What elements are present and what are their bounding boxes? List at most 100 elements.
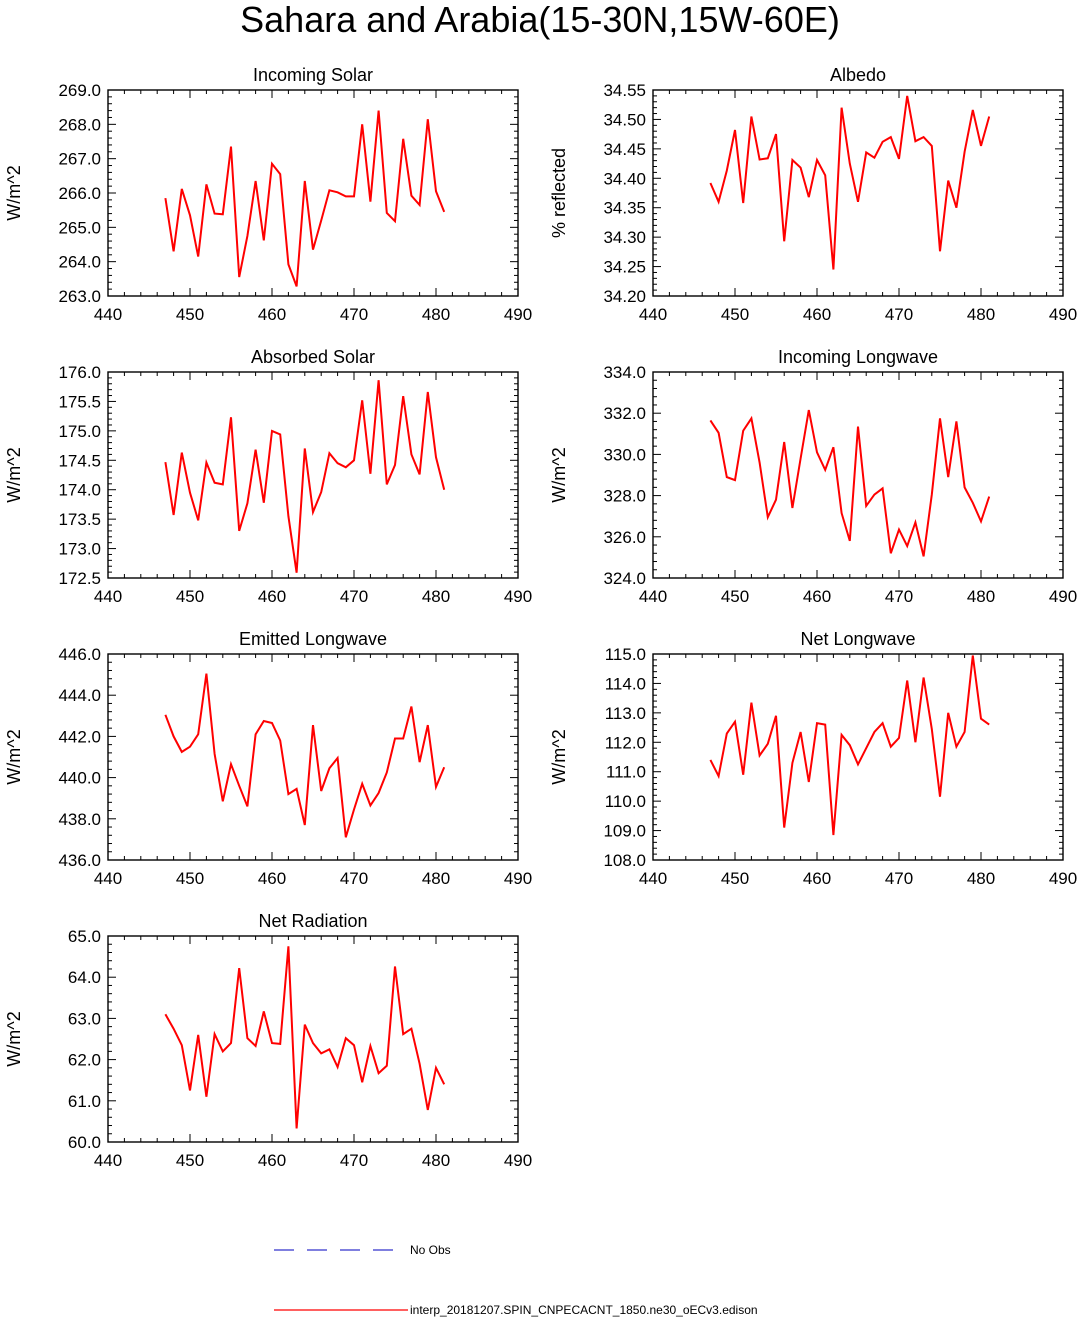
y-tick-label: 330.0 <box>603 445 646 464</box>
plot-frame <box>107 935 519 1143</box>
panel-title: Net Radiation <box>258 911 367 931</box>
y-tick-label: 110.0 <box>605 792 646 811</box>
y-axis-label: W/m^2 <box>4 1011 24 1066</box>
y-axis-label: W/m^2 <box>549 729 569 784</box>
x-tick-label: 470 <box>340 869 368 888</box>
x-tick-label: 470 <box>885 587 913 606</box>
y-tick-label: 34.25 <box>603 258 646 277</box>
series-line <box>709 655 990 836</box>
x-tick-label: 440 <box>639 869 667 888</box>
x-tick-label: 470 <box>885 305 913 324</box>
y-tick-label: 324.0 <box>603 569 646 588</box>
legend-obs-line <box>274 1249 406 1251</box>
y-tick-label: 334.0 <box>603 363 646 382</box>
panel-6: 440 450 460 470 480 490 60.0 61.0 62.0 63.0 64.0 65… <box>4 911 532 1170</box>
y-tick-label: 267.0 <box>58 150 101 169</box>
x-tick-label: 450 <box>721 869 749 888</box>
series-line <box>709 95 991 270</box>
x-tick-label: 460 <box>803 305 831 324</box>
x-tick-label: 450 <box>176 305 204 324</box>
y-tick-label: 265.0 <box>58 218 101 237</box>
y-tick-label: 332.0 <box>603 404 646 423</box>
y-tick-label: 173.5 <box>58 510 101 529</box>
x-tick-label: 450 <box>721 587 749 606</box>
y-tick-label: 34.45 <box>603 140 646 159</box>
y-tick-label: 34.40 <box>603 169 646 188</box>
x-tick-label: 470 <box>885 869 913 888</box>
y-tick-label: 111.0 <box>606 763 646 782</box>
y-tick-label: 115.0 <box>605 645 646 664</box>
plot-frame <box>652 371 1064 579</box>
x-tick-label: 490 <box>504 1151 532 1170</box>
y-tick-label: 173.0 <box>58 540 101 559</box>
x-tick-label: 490 <box>1049 305 1077 324</box>
panel-1: 440 450 460 470 480 490 34.20 34.25 34.30 34.35 34… <box>549 65 1077 324</box>
y-axis-label: % reflected <box>549 148 569 238</box>
x-tick-label: 490 <box>504 587 532 606</box>
plot-frame <box>107 371 519 579</box>
y-tick-label: 263.0 <box>58 287 101 306</box>
x-tick-label: 460 <box>258 305 286 324</box>
x-tick-label: 440 <box>639 305 667 324</box>
plot-frame <box>107 89 519 297</box>
x-tick-label: 440 <box>94 305 122 324</box>
y-tick-label: 175.5 <box>58 392 101 411</box>
y-tick-label: 326.0 <box>603 528 646 547</box>
legend-model-label: interp_20181207.SPIN_CNPECACNT_1850.ne30… <box>410 1303 758 1317</box>
panel-3: 440 450 460 470 480 490 324.0 326.0 328.0 330.0 33… <box>549 347 1077 606</box>
y-tick-label: 328.0 <box>603 487 646 506</box>
y-tick-label: 264.0 <box>58 253 101 272</box>
x-tick-label: 450 <box>721 305 749 324</box>
y-tick-label: 442.0 <box>58 727 101 746</box>
y-tick-label: 268.0 <box>58 115 101 134</box>
y-tick-label: 174.0 <box>58 481 101 500</box>
x-tick-label: 480 <box>422 869 450 888</box>
x-tick-label: 440 <box>94 869 122 888</box>
y-tick-label: 108.0 <box>603 851 646 870</box>
panel-title: Albedo <box>830 65 886 85</box>
y-axis-label: W/m^2 <box>549 447 569 502</box>
y-tick-label: 266.0 <box>58 184 101 203</box>
x-tick-label: 450 <box>176 869 204 888</box>
x-tick-label: 460 <box>803 587 831 606</box>
y-axis-label: W/m^2 <box>4 447 24 502</box>
x-tick-label: 440 <box>94 1151 122 1170</box>
y-tick-label: 65.0 <box>68 927 101 946</box>
x-tick-label: 470 <box>340 587 368 606</box>
y-tick-label: 444.0 <box>58 686 101 705</box>
y-tick-label: 175.0 <box>58 422 101 441</box>
panel-title: Emitted Longwave <box>239 629 387 649</box>
y-tick-label: 63.0 <box>68 1009 101 1028</box>
panel-2: 440 450 460 470 480 490 172.5 173.0 173.5 174.0 17… <box>4 347 532 606</box>
y-tick-label: 113.0 <box>605 704 646 723</box>
x-tick-label: 460 <box>258 869 286 888</box>
panel-5: 440 450 460 470 480 490 108.0 109.0 110.0 111.0 11… <box>549 629 1077 888</box>
plot-frame <box>107 653 519 861</box>
y-tick-label: 62.0 <box>68 1051 101 1070</box>
plot-frame <box>652 89 1064 297</box>
panel-title: Incoming Longwave <box>778 347 938 367</box>
y-tick-label: 109.0 <box>603 822 646 841</box>
series-line <box>709 409 991 557</box>
x-tick-label: 480 <box>967 587 995 606</box>
series-line <box>164 673 446 838</box>
series-line <box>164 946 446 1129</box>
x-tick-label: 480 <box>967 305 995 324</box>
series-line <box>164 110 446 287</box>
legend-obs-label: No Obs <box>410 1243 451 1257</box>
y-tick-label: 174.5 <box>58 451 101 470</box>
x-tick-label: 470 <box>340 305 368 324</box>
x-tick-label: 440 <box>639 587 667 606</box>
x-tick-label: 490 <box>504 869 532 888</box>
y-tick-label: 34.20 <box>603 287 646 306</box>
x-tick-label: 480 <box>422 305 450 324</box>
y-tick-label: 34.35 <box>603 199 646 218</box>
y-tick-label: 440.0 <box>58 769 101 788</box>
y-axis-label: W/m^2 <box>4 729 24 784</box>
y-tick-label: 34.30 <box>603 228 646 247</box>
panel-title: Incoming Solar <box>253 65 373 85</box>
figure-title: Sahara and Arabia(15-30N,15W-60E) <box>240 0 840 40</box>
panel-0: 440 450 460 470 480 490 263.0 264.0 265.0 266.0 26… <box>4 65 532 324</box>
plot-frame <box>652 653 1064 861</box>
